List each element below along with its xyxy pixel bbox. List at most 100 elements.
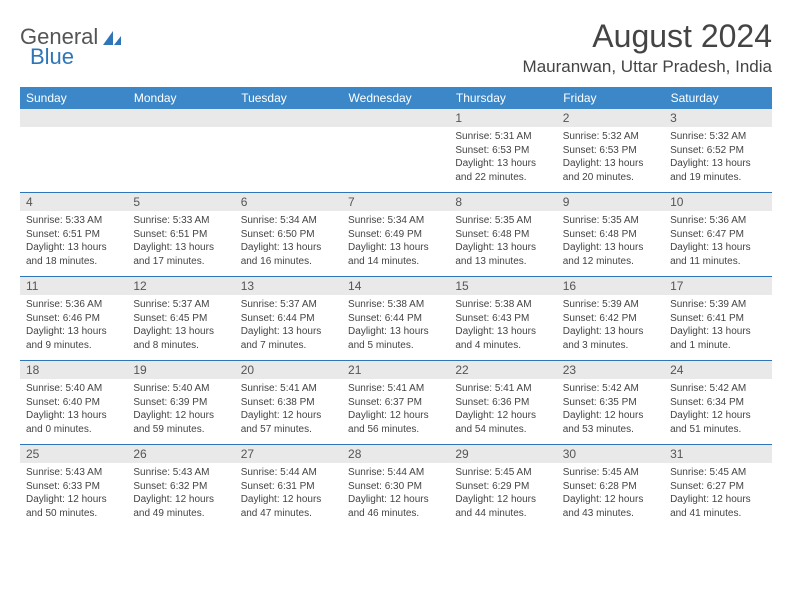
daylight-line: Daylight: 13 hours and 9 minutes.	[26, 326, 107, 351]
daylight-line: Daylight: 13 hours and 14 minutes.	[348, 242, 429, 267]
day-body: Sunrise: 5:36 AMSunset: 6:47 PMDaylight:…	[664, 211, 771, 276]
logo-sail-icon	[101, 29, 123, 47]
daylight-line: Daylight: 12 hours and 59 minutes.	[133, 410, 214, 435]
day-body: Sunrise: 5:33 AMSunset: 6:51 PMDaylight:…	[20, 211, 127, 276]
day-cell: 11 Sunrise: 5:36 AM Sunset: 6:46 PM Dayligh…	[20, 277, 127, 361]
sunset-line: Sunset: 6:44 PM	[241, 313, 315, 324]
sunrise-line: Sunrise: 5:35 AM	[563, 215, 639, 226]
day-cell: 6Sunrise: 5:34 AMSunset: 6:50 PMDaylight…	[235, 193, 342, 277]
daylight-line: Daylight: 12 hours and 57 minutes.	[241, 410, 322, 435]
sunset-line: Sunset: 6:41 PM	[670, 313, 744, 324]
sunrise-line: Sunrise: 5:45 AM	[670, 467, 746, 478]
day-number: 17	[664, 277, 771, 295]
day-body: Sunrise: 5:41 AMSunset: 6:38 PMDaylight:…	[235, 379, 342, 444]
daylight-line: Daylight: 13 hours and 20 minutes.	[563, 158, 644, 183]
sunset-line: Sunset: 6:51 PM	[26, 229, 100, 240]
day-number	[235, 109, 342, 127]
sunset-line: Sunset: 6:30 PM	[348, 481, 422, 492]
day-body: Sunrise: 5:32 AMSunset: 6:52 PMDaylight:…	[664, 127, 771, 192]
day-number: 31	[664, 445, 771, 463]
day-body: Sunrise: 5:33 AMSunset: 6:51 PMDaylight:…	[127, 211, 234, 276]
day-number: 1	[449, 109, 556, 127]
daylight-line: Daylight: 12 hours and 46 minutes.	[348, 494, 429, 519]
day-body: Sunrise: 5:36 AM Sunset: 6:46 PM Daylight:…	[20, 295, 127, 360]
day-body	[342, 127, 449, 191]
day-cell: 9Sunrise: 5:35 AMSunset: 6:48 PMDaylight…	[557, 193, 664, 277]
daylight-line: Daylight: 12 hours and 56 minutes.	[348, 410, 429, 435]
sunset-line: Sunset: 6:33 PM	[26, 481, 100, 492]
day-number: 25	[20, 445, 127, 463]
sunrise-line: Sunrise: 5:38 AM	[455, 299, 531, 310]
daylight-line: Daylight: 12 hours and 54 minutes.	[455, 410, 536, 435]
sunset-line: Sunset: 6:51 PM	[133, 229, 207, 240]
day-number: 14	[342, 277, 449, 295]
sunset-line: Sunset: 6:36 PM	[455, 397, 529, 408]
day-body: Sunrise: 5:43 AMSunset: 6:32 PMDaylight:…	[127, 463, 234, 528]
day-cell	[342, 109, 449, 193]
sunset-line: Sunset: 6:49 PM	[348, 229, 422, 240]
day-body: Sunrise: 5:41 AM Sunset: 6:36 PM Daylight:…	[449, 379, 556, 444]
sunset-line: Sunset: 6:35 PM	[563, 397, 637, 408]
daylight-line: Daylight: 13 hours and 13 minutes.	[455, 242, 536, 267]
sunrise-line: Sunrise: 5:32 AM	[563, 131, 639, 142]
sunrise-line: Sunrise: 5:41 AM	[455, 383, 531, 394]
day-number: 11	[20, 277, 127, 295]
day-number: 15	[449, 277, 556, 295]
day-number	[342, 109, 449, 127]
week-row: 18Sunrise: 5:40 AMSunset: 6:40 PMDayligh…	[20, 361, 772, 445]
sunrise-line: Sunrise: 5:43 AM	[133, 467, 209, 478]
sunset-line: Sunset: 6:46 PM	[26, 313, 100, 324]
day-number	[127, 109, 234, 127]
sunset-line: Sunset: 6:40 PM	[26, 397, 100, 408]
day-number: 24	[664, 361, 771, 379]
daylight-line: Daylight: 13 hours and 0 minutes.	[26, 410, 107, 435]
day-cell: 8Sunrise: 5:35 AMSunset: 6:48 PMDaylight…	[449, 193, 556, 277]
day-body: Sunrise: 5:37 AMSunset: 6:44 PMDaylight:…	[235, 295, 342, 360]
day-body: Sunrise: 5:34 AMSunset: 6:50 PMDaylight:…	[235, 211, 342, 276]
daylight-line: Daylight: 13 hours and 5 minutes.	[348, 326, 429, 351]
sunrise-line: Sunrise: 5:36 AM	[670, 215, 746, 226]
day-cell: 7Sunrise: 5:34 AMSunset: 6:49 PMDaylight…	[342, 193, 449, 277]
sunrise-line: Sunrise: 5:41 AM	[241, 383, 317, 394]
day-body: Sunrise: 5:39 AMSunset: 6:41 PMDaylight:…	[664, 295, 771, 360]
day-cell: 5Sunrise: 5:33 AMSunset: 6:51 PMDaylight…	[127, 193, 234, 277]
day-cell: 3Sunrise: 5:32 AMSunset: 6:52 PMDaylight…	[664, 109, 771, 193]
sunset-line: Sunset: 6:52 PM	[670, 145, 744, 156]
sunrise-line: Sunrise: 5:33 AM	[133, 215, 209, 226]
logo-text-2: Blue	[30, 44, 74, 70]
daylight-line: Daylight: 13 hours and 16 minutes.	[241, 242, 322, 267]
day-body: Sunrise: 5:45 AMSunset: 6:29 PMDaylight:…	[449, 463, 556, 528]
sunset-line: Sunset: 6:29 PM	[455, 481, 529, 492]
daylight-line: Daylight: 12 hours and 43 minutes.	[563, 494, 644, 519]
location: Mauranwan, Uttar Pradesh, India	[523, 57, 772, 77]
sunrise-line: Sunrise: 5:41 AM	[348, 383, 424, 394]
day-cell: 12Sunrise: 5:37 AMSunset: 6:45 PMDayligh…	[127, 277, 234, 361]
daylight-line: Daylight: 13 hours and 19 minutes.	[670, 158, 751, 183]
sunrise-line: Sunrise: 5:34 AM	[348, 215, 424, 226]
daylight-line: Daylight: 13 hours and 22 minutes.	[455, 158, 536, 183]
day-cell: 15Sunrise: 5:38 AMSunset: 6:43 PMDayligh…	[449, 277, 556, 361]
day-cell: 19Sunrise: 5:40 AMSunset: 6:39 PMDayligh…	[127, 361, 234, 445]
day-cell: 23Sunrise: 5:42 AMSunset: 6:35 PMDayligh…	[557, 361, 664, 445]
day-number: 8	[449, 193, 556, 211]
day-number: 23	[557, 361, 664, 379]
day-number: 20	[235, 361, 342, 379]
day-body: Sunrise: 5:42 AMSunset: 6:35 PMDaylight:…	[557, 379, 664, 444]
daylight-line: Daylight: 12 hours and 47 minutes.	[241, 494, 322, 519]
day-body: Sunrise: 5:40 AMSunset: 6:40 PMDaylight:…	[20, 379, 127, 444]
daylight-line: Daylight: 12 hours and 49 minutes.	[133, 494, 214, 519]
day-number: 6	[235, 193, 342, 211]
sunrise-line: Sunrise: 5:44 AM	[348, 467, 424, 478]
week-row: 1Sunrise: 5:31 AMSunset: 6:53 PMDaylight…	[20, 109, 772, 193]
daylight-line: Daylight: 13 hours and 1 minute.	[670, 326, 751, 351]
daylight-line: Daylight: 13 hours and 12 minutes.	[563, 242, 644, 267]
sunrise-line: Sunrise: 5:44 AM	[241, 467, 317, 478]
sunrise-line: Sunrise: 5:42 AM	[563, 383, 639, 394]
sunrise-line: Sunrise: 5:36 AM	[26, 299, 102, 310]
daylight-line: Daylight: 12 hours and 50 minutes.	[26, 494, 107, 519]
sunset-line: Sunset: 6:27 PM	[670, 481, 744, 492]
sunrise-line: Sunrise: 5:34 AM	[241, 215, 317, 226]
sunset-line: Sunset: 6:43 PM	[455, 313, 529, 324]
sunrise-line: Sunrise: 5:31 AM	[455, 131, 531, 142]
week-row: 25 Sunrise: 5:43 AM Sunset: 6:33 PM Dayligh…	[20, 445, 772, 529]
